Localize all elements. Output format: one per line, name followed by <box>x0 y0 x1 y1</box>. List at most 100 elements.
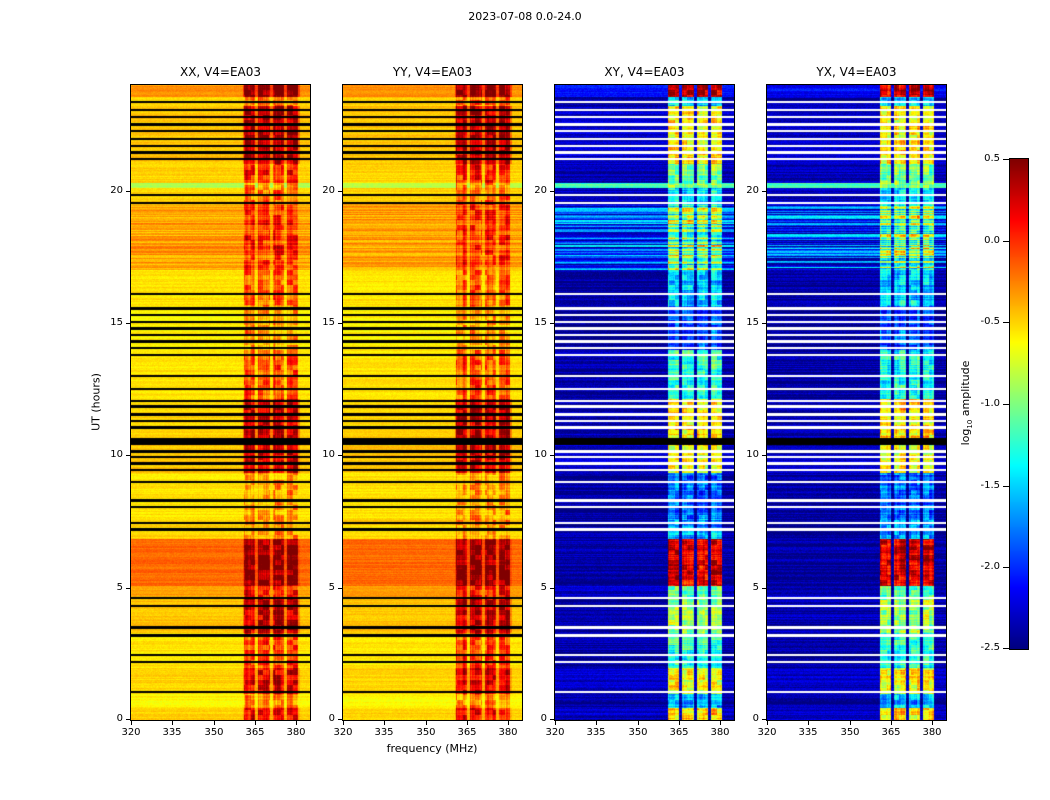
y-axis-label: UT (hours) <box>89 373 103 431</box>
colorbar-label-prefix: log <box>958 428 972 446</box>
x-tick-label: 350 <box>840 727 860 738</box>
y-tick-label: 20 <box>110 185 123 196</box>
y-tick-label: 5 <box>328 582 335 593</box>
colorbar-tick-label: -2.0 <box>980 561 1000 572</box>
x-tick-label: 335 <box>162 727 182 738</box>
x-tick-label: 380 <box>498 727 518 738</box>
x-tick-mark <box>891 721 892 725</box>
x-tick-mark <box>467 721 468 725</box>
colorbar-tick-label: -2.5 <box>980 642 1000 653</box>
colorbar-label-suffix: amplitude <box>958 360 972 420</box>
colorbar-tick-label: 0.5 <box>984 153 1000 164</box>
y-tick-label: 5 <box>540 582 547 593</box>
y-tick-label: 20 <box>534 185 547 196</box>
x-tick-label: 350 <box>416 727 436 738</box>
x-tick-label: 380 <box>286 727 306 738</box>
colorbar-tick-label: -1.0 <box>980 398 1000 409</box>
spectrogram-canvas-yy <box>343 85 522 720</box>
y-tick-mark <box>762 323 766 324</box>
y-tick-label: 15 <box>746 317 759 328</box>
x-tick-mark <box>932 721 933 725</box>
y-tick-mark <box>126 719 130 720</box>
colorbar-tick-mark <box>1003 241 1009 242</box>
colorbar-tick-mark <box>1003 404 1009 405</box>
panel-title-xy: XY, V4=EA03 <box>604 65 685 79</box>
colorbar-tick-mark <box>1003 567 1009 568</box>
panel-xx: XX, V4=EA03 320 335 350 365 380 0 5 10 15 20 <box>110 66 311 738</box>
colorbar-tick-mark <box>1003 648 1009 649</box>
x-tick-label: 335 <box>798 727 818 738</box>
panel-title-yx: YX, V4=EA03 <box>816 65 897 79</box>
y-tick-label: 20 <box>322 185 335 196</box>
y-tick-label: 0 <box>540 713 547 724</box>
x-tick-mark <box>808 721 809 725</box>
x-tick-mark <box>767 721 768 725</box>
panel-yy: YY, V4=EA03 320 335 350 365 380 0 5 10 15 20 <box>322 66 523 738</box>
x-tick-mark <box>596 721 597 725</box>
y-tick-mark <box>762 455 766 456</box>
y-tick-mark <box>550 455 554 456</box>
y-tick-label: 20 <box>746 185 759 196</box>
x-tick-mark <box>638 721 639 725</box>
y-tick-mark <box>126 323 130 324</box>
y-tick-label: 10 <box>534 449 547 460</box>
y-tick-mark <box>338 455 342 456</box>
y-tick-label: 15 <box>534 317 547 328</box>
y-tick-mark <box>338 191 342 192</box>
x-tick-mark <box>255 721 256 725</box>
x-tick-label: 365 <box>881 727 901 738</box>
y-tick-label: 10 <box>746 449 759 460</box>
x-tick-label: 320 <box>545 727 565 738</box>
colorbar-label: log10 amplitude <box>958 360 975 446</box>
y-tick-mark <box>338 719 342 720</box>
y-tick-mark <box>338 323 342 324</box>
x-tick-label: 350 <box>628 727 648 738</box>
figure-title: 2023-07-08 0.0-24.0 <box>468 10 582 23</box>
panel-yx: YX, V4=EA03 320 335 350 365 380 0 5 10 15 20 <box>746 66 947 738</box>
y-tick-label: 10 <box>322 449 335 460</box>
y-tick-label: 0 <box>328 713 335 724</box>
y-tick-label: 0 <box>752 713 759 724</box>
colorbar-tick-mark <box>1003 486 1009 487</box>
x-axis-label: frequency (MHz) <box>386 742 478 755</box>
colorbar-tick-mark <box>1003 159 1009 160</box>
colorbar-tick-label: 0.0 <box>984 235 1000 246</box>
colorbar-gradient <box>1010 159 1028 649</box>
x-tick-mark <box>343 721 344 725</box>
x-tick-label: 335 <box>586 727 606 738</box>
y-tick-mark <box>762 719 766 720</box>
panel-title-yy: YY, V4=EA03 <box>392 65 473 79</box>
spectrogram-canvas-yx <box>767 85 946 720</box>
x-tick-label: 365 <box>245 727 265 738</box>
spectrogram-canvas-xy <box>555 85 734 720</box>
y-tick-mark <box>338 588 342 589</box>
x-tick-label: 380 <box>710 727 730 738</box>
y-tick-mark <box>126 588 130 589</box>
x-tick-label: 320 <box>757 727 777 738</box>
panel-xy: XY, V4=EA03 320 335 350 365 380 0 5 10 15 20 <box>534 66 735 738</box>
x-tick-mark <box>426 721 427 725</box>
x-tick-label: 365 <box>457 727 477 738</box>
colorbar-tick-label: -0.5 <box>980 316 1000 327</box>
x-tick-label: 365 <box>669 727 689 738</box>
y-tick-label: 5 <box>116 582 123 593</box>
y-tick-mark <box>126 455 130 456</box>
x-tick-mark <box>131 721 132 725</box>
x-tick-mark <box>720 721 721 725</box>
x-tick-label: 350 <box>204 727 224 738</box>
x-tick-label: 320 <box>333 727 353 738</box>
y-tick-mark <box>550 588 554 589</box>
y-tick-mark <box>550 719 554 720</box>
y-tick-label: 15 <box>322 317 335 328</box>
y-tick-label: 10 <box>110 449 123 460</box>
x-tick-mark <box>679 721 680 725</box>
colorbar-label-sub: 10 <box>966 419 975 429</box>
x-tick-label: 320 <box>121 727 141 738</box>
x-tick-mark <box>850 721 851 725</box>
x-tick-label: 380 <box>922 727 942 738</box>
panel-title-xx: XX, V4=EA03 <box>179 65 262 79</box>
x-tick-mark <box>296 721 297 725</box>
y-tick-label: 5 <box>752 582 759 593</box>
y-tick-mark <box>762 588 766 589</box>
